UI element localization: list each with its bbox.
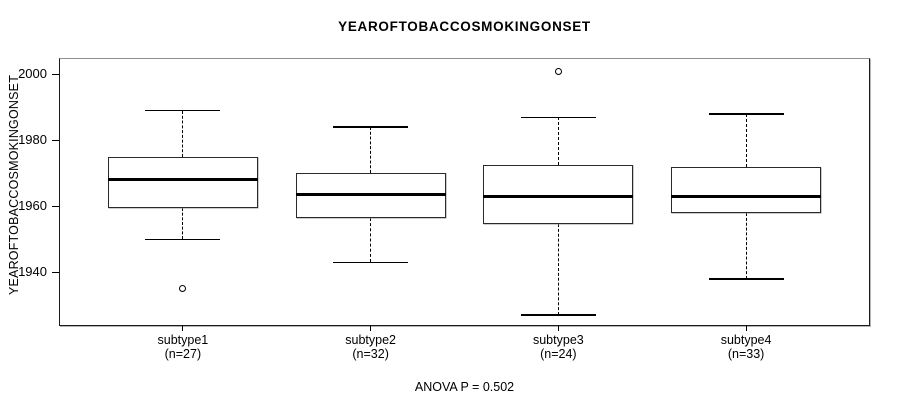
- lower-whisker-cap: [520, 314, 596, 316]
- x-axis-tick: [745, 325, 747, 331]
- group-count-label: (n=32): [352, 346, 389, 361]
- outlier-point: [554, 67, 562, 75]
- group-label: subtype4: [720, 333, 772, 347]
- group-label: subtype3: [532, 333, 584, 347]
- x-axis-group-label: subtype1 (n=27): [108, 333, 258, 361]
- group-count-label: (n=24): [540, 346, 577, 361]
- upper-whisker-line: [182, 110, 184, 157]
- group-label: subtype2: [345, 333, 396, 347]
- iqr-box: [483, 165, 634, 225]
- group-count-label: (n=27): [164, 346, 202, 361]
- y-axis-tick: [52, 271, 59, 273]
- upper-whisker-cap: [520, 116, 596, 119]
- upper-whisker-line: [370, 127, 372, 174]
- y-axis-tick-label: 1980: [18, 132, 47, 148]
- upper-whisker-line: [557, 117, 559, 166]
- y-axis-tick: [52, 205, 59, 207]
- lower-whisker-line: [370, 217, 372, 263]
- x-axis-tick: [370, 325, 372, 331]
- median-line: [295, 193, 446, 197]
- median-line: [671, 194, 822, 198]
- upper-whisker-cap: [333, 126, 409, 128]
- y-axis-tick-label: 2000: [18, 66, 47, 82]
- upper-whisker-line: [745, 114, 747, 167]
- outlier-point: [179, 285, 187, 293]
- x-axis-group-label: subtype4 (n=33): [671, 333, 821, 361]
- y-axis-tick-label: 1940: [18, 264, 47, 280]
- lower-whisker-line: [557, 224, 559, 316]
- y-axis-label: YEAROFTOBACCOSMOKINGONSET: [7, 74, 21, 296]
- lower-whisker-line: [182, 207, 184, 240]
- group-count-label: (n=33): [727, 346, 765, 361]
- median-line: [107, 178, 258, 182]
- x-axis-group-label: subtype2 (n=32): [296, 333, 446, 361]
- anova-p-annotation: ANOVA P = 0.502: [414, 380, 515, 394]
- y-axis-tick-label: 1960: [18, 198, 47, 214]
- x-axis-group-label: subtype3 (n=24): [483, 333, 633, 361]
- upper-whisker-cap: [708, 113, 784, 115]
- x-axis-tick: [182, 325, 184, 331]
- lower-whisker-cap: [333, 261, 409, 264]
- iqr-box: [107, 156, 258, 208]
- lower-whisker-line: [745, 212, 747, 279]
- upper-whisker-cap: [145, 109, 221, 112]
- lower-whisker-cap: [708, 278, 784, 280]
- lower-whisker-cap: [145, 238, 221, 241]
- group-label: subtype1: [157, 333, 209, 347]
- median-line: [483, 194, 634, 198]
- chart-title: YEAROFTOBACCOSMOKINGONSET: [338, 19, 591, 34]
- y-axis-tick: [52, 139, 59, 141]
- x-axis-tick: [557, 325, 559, 331]
- y-axis-tick: [52, 73, 59, 75]
- iqr-box: [671, 166, 822, 213]
